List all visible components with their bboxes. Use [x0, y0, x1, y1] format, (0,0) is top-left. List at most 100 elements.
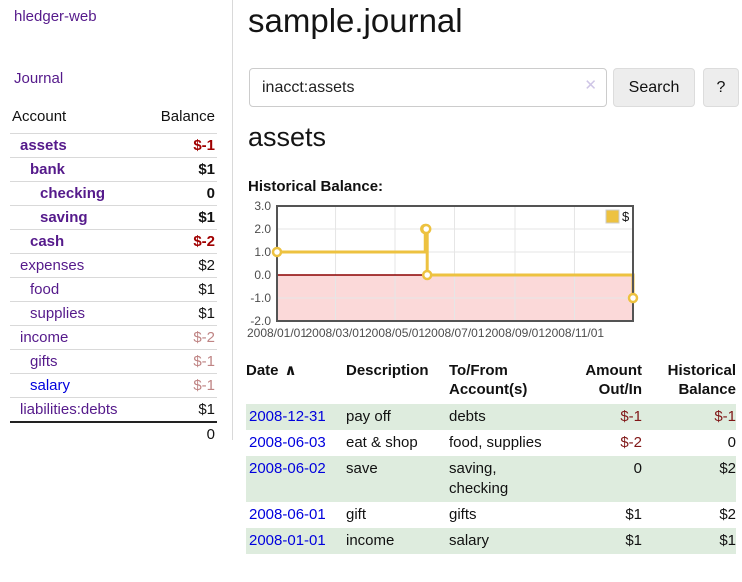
transaction-date-link[interactable]: 2008-01-01	[249, 532, 326, 549]
transaction-date-link[interactable]: 2008-06-02	[249, 460, 326, 477]
transaction-row: 2008-06-01 gift gifts $1 $2	[246, 502, 736, 528]
account-row: cash $-2	[10, 229, 217, 254]
register-header-row: Date ∧ Description To/From Account(s) Amo…	[246, 359, 736, 404]
accounts-cell: gifts	[449, 506, 477, 523]
y-tick-label: 2.0	[254, 222, 271, 236]
transaction-date-link[interactable]: 2008-06-01	[249, 506, 326, 523]
accounts-cell: food, supplies	[449, 434, 542, 451]
account-link-liabilities-debts[interactable]: liabilities:debts	[20, 401, 118, 418]
legend-label: $	[622, 209, 630, 224]
amount-cell: $1	[625, 506, 642, 523]
page-title: sample.journal	[248, 2, 463, 39]
account-link-checking[interactable]: checking	[40, 185, 106, 202]
account-row: food $1	[10, 277, 217, 302]
help-button[interactable]: ?	[703, 68, 739, 107]
account-balance: $1	[144, 205, 217, 230]
account-row: saving $1	[10, 205, 217, 230]
clear-search-icon[interactable]: ✕	[584, 77, 597, 94]
account-balance: $1	[144, 277, 217, 302]
register-header-balance: Historical Balance	[667, 362, 736, 398]
account-balance: $-1	[144, 133, 217, 158]
amount-cell: $-1	[620, 408, 642, 425]
brand-link[interactable]: hledger-web	[14, 8, 97, 25]
description-cell: pay off	[346, 408, 391, 425]
date-sort-link[interactable]: Date	[246, 362, 279, 379]
account-link-cash[interactable]: cash	[30, 233, 65, 250]
accounts-table: Account Balance assets $-1 bank $1 check…	[10, 104, 217, 446]
account-link-assets[interactable]: assets	[20, 137, 67, 154]
accounts-total-row: 0	[10, 421, 217, 446]
account-link-food[interactable]: food	[30, 281, 60, 298]
account-link-supplies[interactable]: supplies	[30, 305, 86, 322]
register-table: Date ∧ Description To/From Account(s) Amo…	[246, 359, 736, 554]
y-tick-label: 1.0	[254, 245, 271, 259]
x-tick-label: 2008/09/01	[485, 326, 545, 340]
account-row: income $-2	[10, 325, 217, 350]
accounts-total: 0	[144, 421, 217, 446]
account-heading: assets	[248, 122, 327, 152]
account-row: checking 0	[10, 181, 217, 206]
transaction-row: 2008-06-02 save saving, checking 0 $2	[246, 456, 736, 502]
sidebar: hledger-web Journal Account Balance asse…	[0, 0, 233, 446]
account-link-gifts[interactable]: gifts	[30, 353, 58, 370]
account-row: expenses $2	[10, 253, 217, 278]
y-tick-label: 3.0	[254, 200, 271, 213]
account-link-saving[interactable]: saving	[40, 209, 88, 226]
balance-cell: $2	[719, 460, 736, 477]
account-balance: $-2	[144, 229, 217, 254]
account-row: supplies $1	[10, 301, 217, 326]
description-cell: income	[346, 532, 395, 549]
x-tick-label: 2008/07/01	[424, 326, 484, 340]
account-link-bank[interactable]: bank	[30, 161, 66, 178]
search-box: ✕	[249, 68, 607, 107]
amount-cell: $-2	[620, 434, 642, 451]
search-input[interactable]	[249, 68, 607, 107]
transaction-row: 2008-01-01 income salary $1 $1	[246, 528, 736, 554]
account-link-income[interactable]: income	[20, 329, 69, 346]
description-cell: save	[346, 460, 378, 477]
account-link-expenses[interactable]: expenses	[20, 257, 85, 274]
balance-cell: $2	[719, 506, 736, 523]
accounts-header-balance: Balance	[160, 108, 215, 125]
data-point-marker	[421, 269, 433, 281]
y-tick-label: 0.0	[254, 268, 271, 282]
plot-border	[276, 205, 634, 322]
nav-journal-link[interactable]: Journal	[14, 70, 64, 87]
amount-cell: $1	[625, 532, 642, 549]
transaction-date-link[interactable]: 2008-06-03	[249, 434, 326, 451]
transaction-date-link[interactable]: 2008-12-31	[249, 408, 326, 425]
accounts-cell: salary	[449, 532, 490, 549]
sort-ascending-icon[interactable]: ∧	[284, 362, 297, 379]
historical-balance-chart[interactable]: 3.0 2.0 1.0 0.0 -1.0 -2.02008/01/012008/03/01…	[244, 200, 742, 345]
transaction-row: 2008-12-31 pay off debts $-1 $-1	[246, 404, 736, 430]
account-row: gifts $-1	[10, 349, 217, 374]
description-cell: eat & shop	[346, 434, 418, 451]
accounts-header-account: Account	[12, 108, 67, 125]
x-tick-label: 2008/11/01	[545, 326, 604, 340]
balance-cell: $-1	[714, 408, 736, 425]
account-link-salary[interactable]: salary	[30, 377, 71, 394]
account-balance: $1	[144, 301, 217, 326]
account-balance: $-1	[144, 373, 217, 398]
account-balance: $-1	[144, 349, 217, 374]
accounts-cell: saving, checking	[449, 460, 509, 497]
x-tick-label: 2008/05/01	[365, 326, 425, 340]
x-tick-label: 2008/01/01	[247, 326, 307, 340]
account-balance: 0	[144, 181, 217, 206]
account-row: liabilities:debts $1	[10, 397, 217, 422]
account-row: salary $-1	[10, 373, 217, 398]
account-balance: $2	[144, 253, 217, 278]
register-header-accounts: To/From Account(s)	[449, 362, 528, 398]
data-point-marker	[271, 246, 283, 258]
balance-cell: $1	[719, 532, 736, 549]
y-tick-label: -2.0	[250, 314, 271, 328]
transaction-row: 2008-06-03 eat & shop food, supplies $-2…	[246, 430, 736, 456]
data-point-marker	[420, 223, 432, 235]
account-balance: $1	[144, 157, 217, 182]
description-cell: gift	[346, 506, 367, 523]
accounts-header-row: Account Balance	[10, 104, 217, 134]
legend-swatch-icon	[605, 209, 620, 224]
search-button[interactable]: Search	[613, 68, 695, 107]
chart-section-title: Historical Balance:	[248, 178, 384, 195]
data-point-marker	[627, 292, 639, 304]
